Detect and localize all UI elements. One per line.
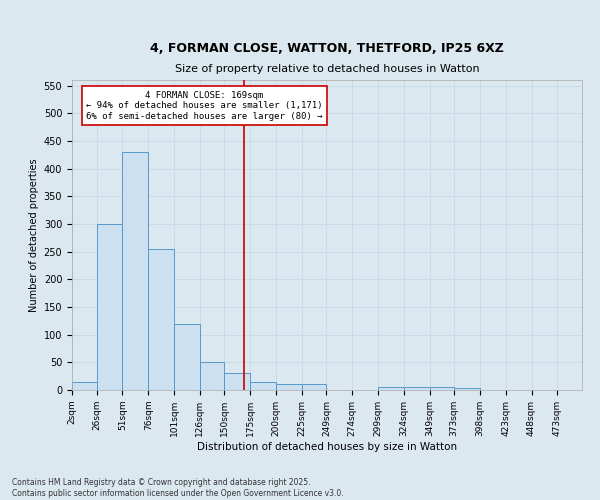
Bar xyxy=(72,382,97,390)
X-axis label: Distribution of detached houses by size in Watton: Distribution of detached houses by size … xyxy=(197,442,457,452)
Bar xyxy=(200,362,224,390)
Bar xyxy=(302,384,326,390)
Bar xyxy=(250,382,276,390)
Bar xyxy=(378,387,404,390)
Text: Size of property relative to detached houses in Watton: Size of property relative to detached ho… xyxy=(175,64,479,74)
Bar xyxy=(454,388,480,390)
Bar xyxy=(404,387,430,390)
Bar xyxy=(174,324,200,390)
Text: Contains HM Land Registry data © Crown copyright and database right 2025.
Contai: Contains HM Land Registry data © Crown c… xyxy=(12,478,344,498)
Bar xyxy=(148,249,174,390)
Text: 4, FORMAN CLOSE, WATTON, THETFORD, IP25 6XZ: 4, FORMAN CLOSE, WATTON, THETFORD, IP25 … xyxy=(150,42,504,55)
Y-axis label: Number of detached properties: Number of detached properties xyxy=(29,158,40,312)
Bar xyxy=(224,374,250,390)
Text: 4 FORMAN CLOSE: 169sqm
← 94% of detached houses are smaller (1,171)
6% of semi-d: 4 FORMAN CLOSE: 169sqm ← 94% of detached… xyxy=(86,91,323,120)
Bar xyxy=(97,224,122,390)
Bar xyxy=(276,384,302,390)
Bar xyxy=(430,387,454,390)
Bar xyxy=(122,152,148,390)
